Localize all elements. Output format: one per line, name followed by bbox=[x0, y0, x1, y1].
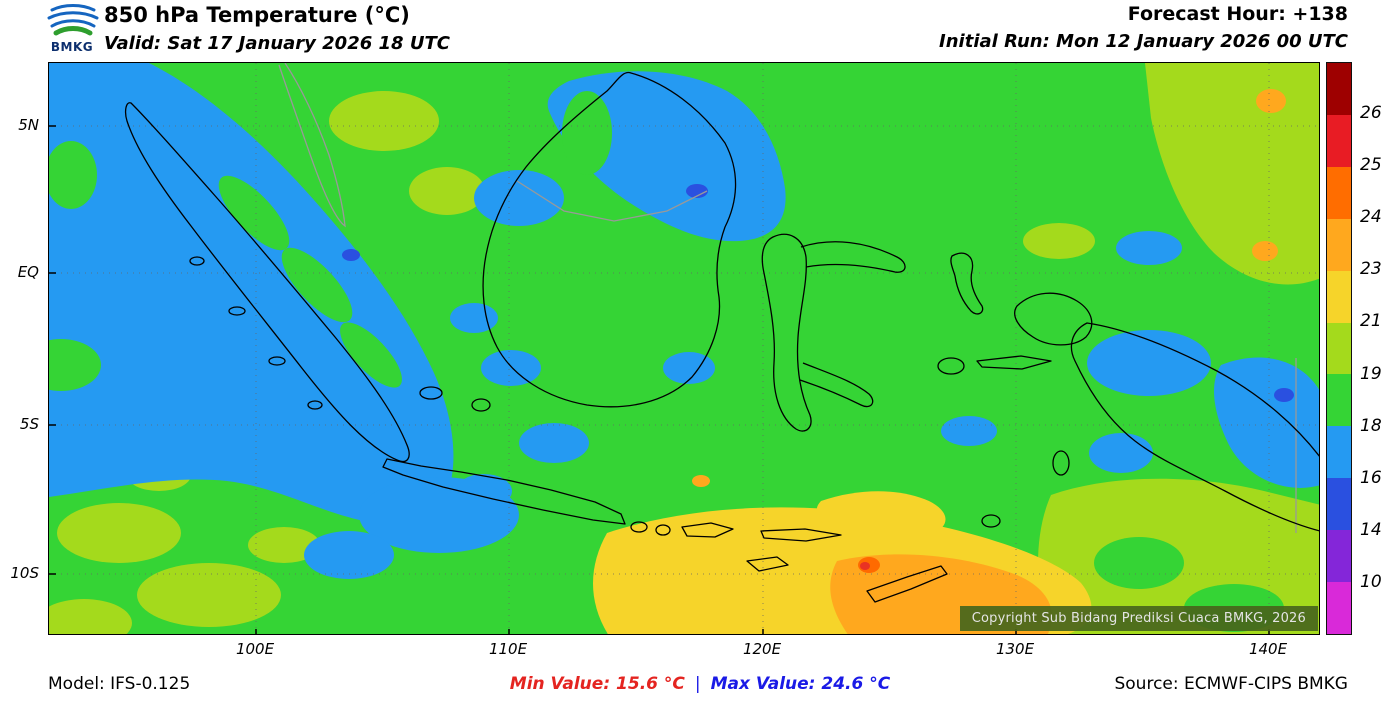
map-canvas: Copyright Sub Bidang Prediksi Cuaca BMKG… bbox=[48, 62, 1320, 635]
copyright-badge: Copyright Sub Bidang Prediksi Cuaca BMKG… bbox=[959, 606, 1318, 631]
source-text: Source: ECMWF-CIPS BMKG bbox=[1114, 674, 1348, 694]
colorbar-segment bbox=[1327, 218, 1351, 271]
colorbar-segment bbox=[1327, 63, 1351, 115]
minmax-values: Min Value: 15.6 °C | Max Value: 24.6 °C bbox=[510, 674, 890, 694]
latitude-axis: 5N EQ 5S 10S bbox=[0, 62, 44, 635]
temperature-map bbox=[49, 63, 1319, 634]
coastlines bbox=[124, 71, 1319, 603]
lon-label-130e: 130E bbox=[995, 640, 1035, 658]
lat-label-eq: EQ bbox=[17, 263, 39, 281]
colorbar-tick-label: 19 bbox=[1360, 363, 1382, 384]
min-value-text: Min Value: 15.6 °C bbox=[509, 674, 685, 694]
header-right: Forecast Hour: +138 Initial Run: Mon 12 … bbox=[939, 3, 1348, 52]
colorbar-segment bbox=[1327, 374, 1351, 427]
colorbar-segment bbox=[1327, 478, 1351, 531]
bmkg-logo-text: BMKG bbox=[50, 40, 94, 54]
model-text: Model: IFS-0.125 bbox=[48, 674, 191, 694]
colorbar-tick-label: 24 bbox=[1360, 207, 1382, 228]
longitude-axis: 100E 110E 120E 130E 140E bbox=[48, 640, 1320, 662]
gridlines bbox=[49, 63, 1319, 634]
header: BMKG 850 hPa Temperature (°C) Valid: Sat… bbox=[0, 0, 1400, 62]
colorbar-segment bbox=[1327, 322, 1351, 375]
field-blue bbox=[49, 63, 1319, 579]
colorbar-tick-label: 16 bbox=[1360, 467, 1382, 488]
valid-time-text: Valid: Sat 17 January 2026 18 UTC bbox=[104, 33, 450, 54]
colorbar bbox=[1326, 62, 1352, 635]
colorbar-tick-label: 23 bbox=[1360, 259, 1382, 280]
lon-label-140e: 140E bbox=[1248, 640, 1288, 658]
bmkg-logo: BMKG bbox=[44, 3, 100, 54]
lat-label-5s: 5S bbox=[19, 415, 39, 433]
colorbar-segment bbox=[1327, 582, 1351, 634]
colorbar-tick-label: 10 bbox=[1360, 571, 1382, 592]
colorbar-tick-label: 25 bbox=[1360, 155, 1382, 176]
colorbar-tick-label: 14 bbox=[1360, 519, 1382, 540]
field-deepblue bbox=[342, 184, 1294, 402]
lon-label-120e: 120E bbox=[742, 640, 782, 658]
max-value-text: Max Value: 24.6 °C bbox=[710, 674, 891, 694]
colorbar-tick-label: 18 bbox=[1360, 415, 1382, 436]
footer: Model: IFS-0.125 Min Value: 15.6 °C | Ma… bbox=[0, 670, 1400, 704]
colorbar-segment bbox=[1327, 530, 1351, 583]
political-borders bbox=[278, 63, 1297, 533]
colorbar-ticks: 26 25 24 23 21 19 18 16 14 10 bbox=[1360, 62, 1398, 635]
page-title: 850 hPa Temperature (°C) bbox=[104, 3, 410, 27]
lat-label-10s: 10S bbox=[10, 564, 39, 582]
colorbar-segment bbox=[1327, 114, 1351, 167]
lat-label-5n: 5N bbox=[18, 116, 39, 134]
minmax-separator: | bbox=[694, 674, 701, 694]
colorbar-tick-label: 21 bbox=[1360, 311, 1382, 332]
colorbar-segment bbox=[1327, 166, 1351, 219]
forecast-hour-text: Forecast Hour: +138 bbox=[1127, 3, 1348, 25]
lon-label-100e: 100E bbox=[235, 640, 275, 658]
colorbar-segment bbox=[1327, 270, 1351, 323]
lon-label-110e: 110E bbox=[488, 640, 528, 658]
colorbar-tick-label: 26 bbox=[1360, 103, 1382, 124]
bmkg-logo-icon bbox=[47, 4, 99, 36]
colorbar-segment bbox=[1327, 426, 1351, 479]
initial-run-text: Initial Run: Mon 12 January 2026 00 UTC bbox=[939, 31, 1348, 52]
